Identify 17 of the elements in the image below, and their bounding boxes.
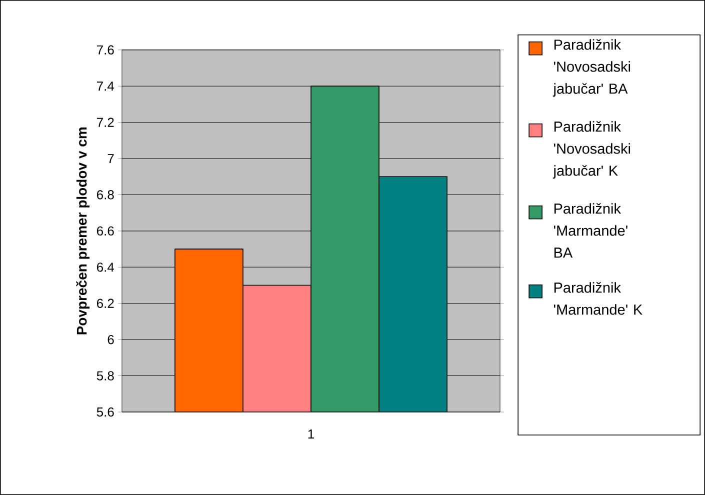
y-tick-label: 6 [108,335,114,344]
y-tick-label: 5.6 [96,407,114,417]
y-tick-label: 6.8 [96,190,114,200]
legend-label: Paradižnik 'Novosadski jabučar' K [552,121,630,179]
legend-label: Paradižnik 'Marmande' BA [554,203,628,258]
y-tick-label: 7.6 [97,45,114,55]
legend-label: Paradižnik 'Marmande' K [554,282,642,315]
y-axis-title: Povprečen premer plodov v cm [76,128,90,334]
y-tick-label: 6.6 [96,226,114,236]
y-tick-label: 5.8 [96,371,114,380]
y-tick-label: 7 [108,154,114,164]
legend-label: Paradižnik 'Novosadski jabučar' BA [552,39,630,97]
y-tick-label: 6.2 [96,298,114,308]
y-tick-label: 7.2 [97,118,114,127]
y-tick-label: 6.4 [96,262,114,272]
y-tick-label: 7.4 [97,82,114,91]
x-tick-label: 1 [308,430,314,439]
